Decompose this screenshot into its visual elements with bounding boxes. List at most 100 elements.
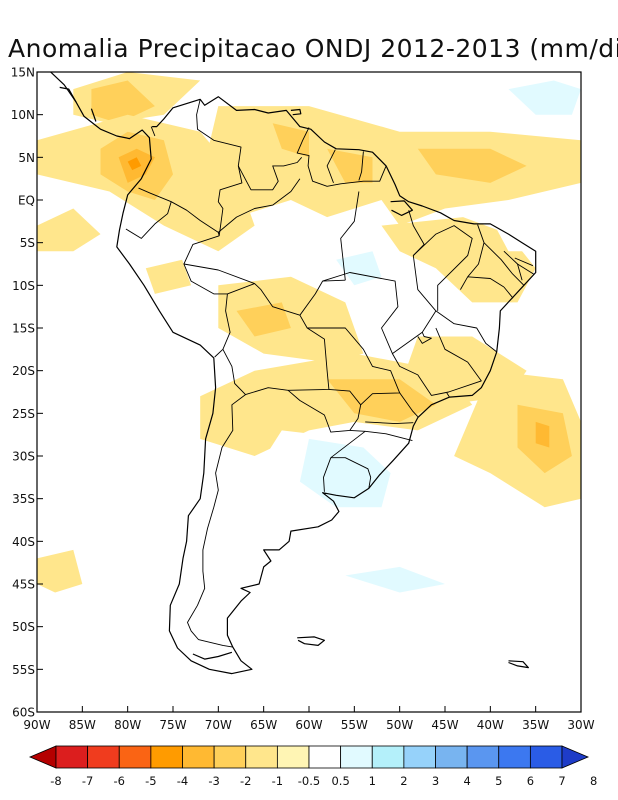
colorbar-label: -8: [50, 774, 61, 788]
anomaly-fields: [37, 72, 581, 678]
anomaly-region-9: [272, 123, 309, 158]
map-line-27: [299, 279, 346, 316]
colorbar-label: 2: [400, 774, 407, 788]
y-tick-label: 10N: [11, 108, 35, 122]
y-tick-label: EQ: [18, 194, 35, 208]
colorbar-label: -6: [114, 774, 125, 788]
anomaly-region-10: [381, 217, 536, 303]
anomaly-region-15: [200, 353, 473, 456]
map-line-42: [517, 263, 535, 275]
anomaly-region-22: [299, 438, 391, 508]
colorbar-segment: [529, 745, 563, 769]
x-tick-label: 30W: [567, 718, 594, 732]
map-line-17: [330, 457, 372, 489]
colorbar-label: 0.5: [331, 774, 349, 788]
colorbar-segment: [308, 745, 342, 769]
y-tick-label: 20S: [12, 364, 35, 378]
colorbar-label: 5: [495, 774, 502, 788]
colorbar-label: -5: [145, 774, 156, 788]
x-tick-label: 50W: [386, 718, 413, 732]
map-line-34: [365, 430, 413, 442]
colorbar-segment: [28, 745, 57, 769]
anomaly-region-11: [145, 259, 192, 294]
x-tick-label: 35W: [522, 718, 549, 732]
map-line-15: [227, 283, 330, 396]
colorbar-label: 8: [590, 774, 597, 788]
colorbar-label: -7: [82, 774, 93, 788]
anomaly-region-27: [490, 217, 563, 252]
x-tick-label: 65W: [250, 718, 277, 732]
map-line-13: [183, 235, 231, 358]
y-tick-label: 35S: [12, 492, 35, 506]
colorbar-label: -4: [177, 774, 188, 788]
colorbar-segment: [371, 745, 405, 769]
colorbar-segment: [403, 745, 436, 769]
anomaly-region-13: [236, 302, 291, 337]
x-tick-label: 60W: [295, 718, 322, 732]
map-line-1: [59, 86, 77, 103]
colorbar-segment: [466, 745, 500, 769]
anomaly-region-7: [417, 148, 527, 183]
x-tick-label: 90W: [23, 718, 50, 732]
x-tick-label: 70W: [205, 718, 232, 732]
x-tick-label: 55W: [341, 718, 368, 732]
colorbar-label: -1: [272, 774, 283, 788]
map-line-18: [323, 457, 332, 492]
map-line-0: [50, 72, 537, 675]
colorbar-segment: [118, 745, 152, 769]
map-line-3: [192, 651, 233, 660]
anomaly-region-31: [517, 626, 581, 678]
anomaly-region-5: [127, 157, 142, 171]
y-tick-label: 45S: [12, 578, 35, 592]
map-line-6: [290, 108, 302, 116]
anomaly-region-12: [218, 276, 364, 363]
colorbar-segment: [276, 745, 310, 769]
y-tick-label: 25S: [12, 407, 35, 421]
y-tick-label: 40S: [12, 535, 35, 549]
y-tick-label: 5S: [20, 236, 35, 250]
chart-title: Anomalia Precipitacao ONDJ 2012-2013 (mm…: [8, 34, 618, 63]
y-tick-label: 15S: [12, 322, 35, 336]
map-line-30: [417, 332, 432, 344]
map-axes: 90W 85W 80W 75W 70W 65W 60W 55W 50W 45W 40W 35W 30W 1…: [11, 66, 595, 733]
map-line-24: [218, 178, 301, 233]
anomaly-region-19: [535, 421, 550, 448]
map-line-41: [514, 257, 534, 267]
map-line-5: [508, 660, 530, 669]
anomaly-region-29: [508, 80, 581, 115]
map-line-21: [326, 149, 336, 184]
map-line-25: [183, 263, 255, 285]
colorbar-segment: [561, 745, 590, 769]
map-line-36: [340, 191, 360, 281]
map-line-29: [435, 310, 497, 353]
colorbar-segment: [498, 745, 531, 769]
map-line-43: [503, 286, 514, 299]
colorbar-segment: [55, 745, 89, 769]
map-line-39: [483, 242, 525, 286]
map-line-22: [358, 151, 364, 181]
x-tick-label: 45W: [431, 718, 458, 732]
map-line-12: [125, 187, 172, 239]
x-tick-label: 80W: [114, 718, 141, 732]
colorbar-segment: [213, 745, 247, 769]
map-line-26: [307, 327, 401, 406]
colorbar-label: 3: [432, 774, 439, 788]
y-tick-label: 15N: [11, 66, 35, 80]
map-line-4: [297, 636, 325, 647]
map-line-33: [399, 392, 419, 418]
colorbar-label: 6: [527, 774, 534, 788]
anomaly-region-32: [37, 208, 101, 252]
anomaly-region-16: [327, 379, 436, 422]
map-line-32: [446, 392, 450, 398]
map-line-23: [237, 157, 303, 191]
map-line-37: [412, 225, 473, 311]
colorbar-label: -0.5: [298, 774, 320, 788]
colorbar-label: -3: [208, 774, 219, 788]
map-line-38: [460, 224, 485, 290]
colorbar-label: 4: [463, 774, 470, 788]
coastline-and-borders: [46, 72, 537, 675]
map-line-11: [170, 201, 220, 236]
map-line-35: [365, 421, 414, 425]
y-tick-label: 55S: [12, 663, 35, 677]
